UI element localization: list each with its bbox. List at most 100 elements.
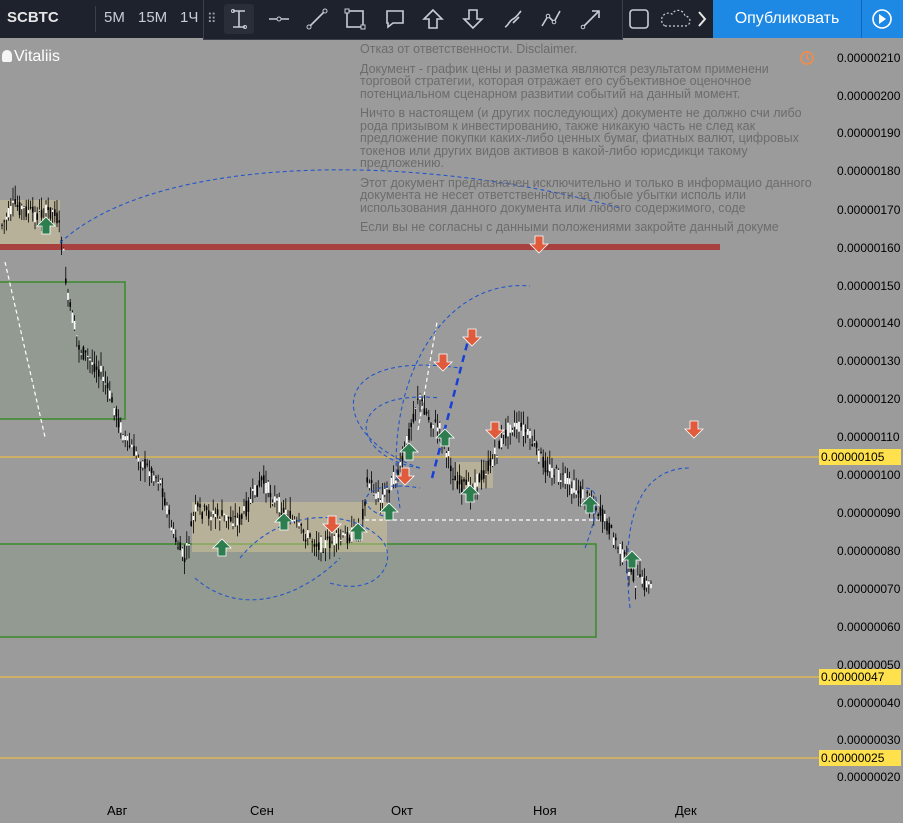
candle-body xyxy=(117,417,120,428)
candle-body xyxy=(223,513,225,516)
arrow-up-icon xyxy=(422,8,444,29)
arrow-down-tool[interactable] xyxy=(458,4,488,34)
candle-body xyxy=(478,474,481,483)
candle-body xyxy=(417,398,419,400)
brush-tool[interactable] xyxy=(498,4,528,34)
candle-body xyxy=(126,435,129,441)
horizontal-line-tool[interactable] xyxy=(264,4,294,34)
arrow-up-tool[interactable] xyxy=(418,4,448,34)
candle-body xyxy=(29,206,32,209)
candle-body xyxy=(304,539,307,542)
play-button[interactable] xyxy=(861,0,903,38)
price-level-tag: 0.00000105 xyxy=(819,449,901,465)
candle-body xyxy=(210,516,212,521)
candle-body xyxy=(265,483,267,494)
brush-icon xyxy=(504,10,522,28)
arrow-marker-tool[interactable] xyxy=(576,4,606,34)
path-tool[interactable] xyxy=(536,4,566,34)
candle-body xyxy=(511,429,514,433)
play-icon xyxy=(872,9,892,29)
timeframe-1h-button[interactable]: 1Ч xyxy=(180,9,199,26)
author-label[interactable]: Vitaliis xyxy=(2,48,60,66)
candle-body xyxy=(238,514,241,525)
projection-curve xyxy=(365,485,421,519)
candle-body xyxy=(27,210,30,214)
candle-body xyxy=(370,480,373,483)
date-tick: Дек xyxy=(675,803,697,818)
arrow-line-icon xyxy=(580,10,600,30)
buy-arrow-icon xyxy=(274,512,294,531)
candle-body xyxy=(489,458,492,466)
candle-body xyxy=(260,476,263,481)
candle-body xyxy=(47,207,49,210)
candle-body xyxy=(311,541,313,543)
candle-body xyxy=(280,512,283,516)
price-tick: 0.00000160 xyxy=(837,241,901,255)
trend-line-tool[interactable] xyxy=(302,4,332,34)
candle-body xyxy=(65,278,67,284)
candle-body xyxy=(111,397,113,403)
candle-body xyxy=(586,491,588,494)
candle-body xyxy=(7,208,10,218)
candle-body xyxy=(168,509,170,515)
projection-curve xyxy=(627,467,691,609)
candle-body xyxy=(309,533,311,538)
candle-body xyxy=(269,493,272,498)
snapshot-icon[interactable] xyxy=(629,9,649,29)
candle-body xyxy=(122,435,124,441)
candle-body xyxy=(58,220,60,223)
timeframe-15m-button[interactable]: 15M xyxy=(138,9,168,26)
price-tick: 0.00000070 xyxy=(837,582,901,596)
candle-body xyxy=(40,209,43,218)
candle-body xyxy=(634,585,637,588)
callout-tool[interactable] xyxy=(380,4,410,34)
candle-body xyxy=(392,471,395,485)
candle-body xyxy=(249,499,252,503)
candle-body xyxy=(388,489,390,494)
candle-body xyxy=(234,515,236,518)
candle-body xyxy=(93,363,96,372)
candle-body xyxy=(285,509,287,514)
candle-body xyxy=(630,564,632,573)
candle-body xyxy=(458,475,461,485)
candle-body xyxy=(480,470,483,480)
timeframe-5m-button[interactable]: 5M xyxy=(104,9,125,26)
price-tick: 0.00000100 xyxy=(837,468,901,482)
candle-body xyxy=(498,441,500,449)
cloud-icon[interactable] xyxy=(660,9,691,27)
candle-body xyxy=(505,429,507,439)
candle-body xyxy=(555,467,558,469)
candle-body xyxy=(582,489,584,499)
candle-body xyxy=(619,543,621,554)
price-tick: 0.00000210 xyxy=(837,51,901,65)
sell-arrow-icon xyxy=(395,467,415,486)
candle-body xyxy=(366,477,368,483)
candle-body xyxy=(454,475,456,481)
text-cursor-tool[interactable] xyxy=(224,4,254,34)
candle-body xyxy=(384,488,386,495)
chevron-right-icon[interactable] xyxy=(698,11,707,27)
candle-body xyxy=(320,536,322,553)
user-icon xyxy=(2,50,12,62)
projection-curve xyxy=(395,285,531,509)
candle-body xyxy=(430,423,432,429)
price-chart[interactable] xyxy=(0,38,820,823)
projection-curve xyxy=(352,364,461,469)
rectangle-tool[interactable] xyxy=(340,4,370,34)
disclaimer-title: Отказ от ответственности. Disclaimer. xyxy=(360,43,578,56)
candle-body xyxy=(557,469,560,482)
drag-handle-icon[interactable]: ⠿ xyxy=(207,11,216,26)
candle-body xyxy=(38,209,41,211)
candle-body xyxy=(208,510,210,519)
price-tick: 0.00000130 xyxy=(837,354,901,368)
candle-body xyxy=(368,483,371,489)
candle-body xyxy=(476,473,478,487)
candle-body xyxy=(23,207,25,209)
symbol-name[interactable]: SCBTC xyxy=(7,9,59,26)
clock-alert-icon[interactable] xyxy=(800,51,814,65)
candle-body xyxy=(296,520,298,522)
buy-arrow-icon xyxy=(348,522,368,541)
publish-button[interactable]: Опубликовать xyxy=(713,0,861,38)
candle-body xyxy=(142,461,144,468)
date-tick: Окт xyxy=(391,803,413,818)
